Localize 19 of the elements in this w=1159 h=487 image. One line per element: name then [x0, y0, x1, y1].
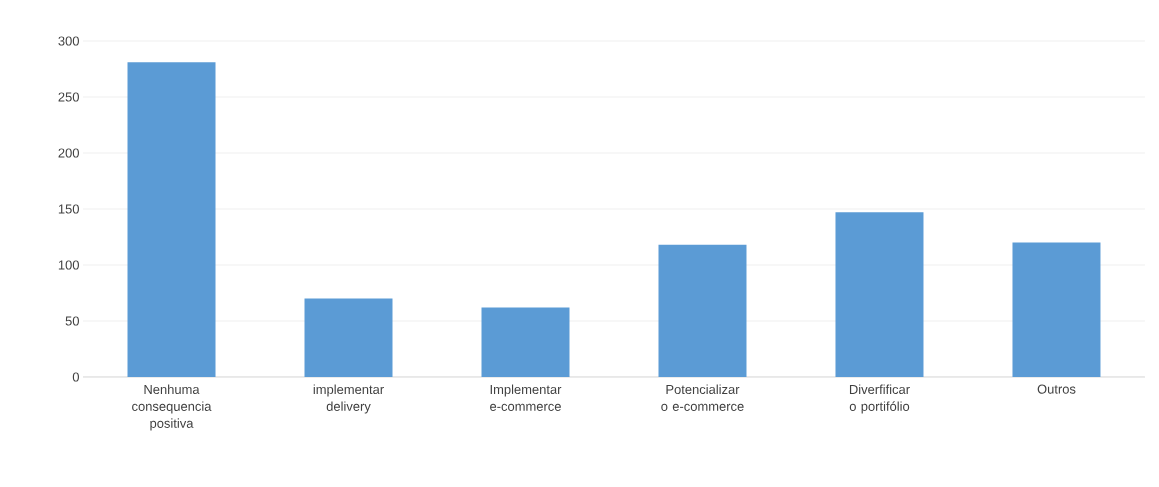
x-tick-label: Diverfificar o portifólio [849, 384, 910, 414]
bar [481, 307, 570, 377]
y-tick-label: 50 [65, 316, 79, 326]
x-tick-label: implementar delivery [313, 384, 384, 414]
y-tick-label: 150 [58, 204, 79, 214]
bar [304, 298, 393, 377]
bar [127, 62, 216, 377]
x-tick-label: Nenhuma consequencia positiva [132, 384, 212, 431]
y-tick-label: 200 [58, 148, 79, 158]
y-tick-label: 100 [58, 260, 79, 270]
y-tick-label: 0 [72, 372, 79, 382]
bar [1012, 242, 1101, 377]
bar [835, 212, 924, 377]
y-tick-label: 250 [58, 92, 79, 102]
x-tick-label: Potencializar o e-commerce [661, 384, 744, 411]
x-tick-label: Outros [1037, 384, 1076, 394]
y-tick-label: 300 [58, 36, 79, 46]
x-tick-label: Implementar e-commerce [490, 384, 562, 411]
bar [658, 244, 747, 377]
